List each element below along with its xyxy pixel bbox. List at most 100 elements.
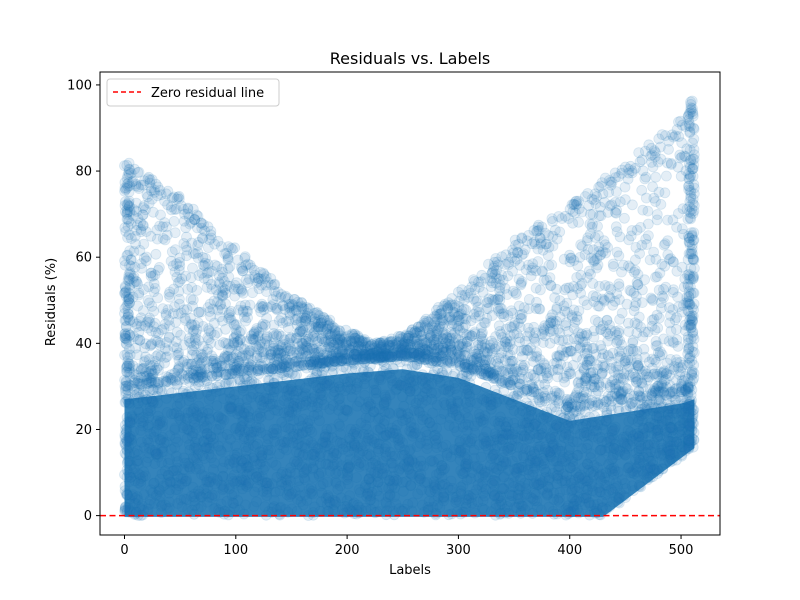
scatter-point <box>150 248 162 260</box>
scatter-point <box>642 474 654 486</box>
scatter-point <box>542 372 554 384</box>
scatter-point <box>574 401 586 413</box>
scatter-point <box>247 287 258 299</box>
scatter-point <box>271 504 283 516</box>
scatter-point <box>160 376 172 387</box>
scatter-point <box>668 284 679 296</box>
scatter-point <box>369 437 380 448</box>
scatter-point <box>203 393 215 405</box>
scatter-point <box>673 301 684 313</box>
scatter-point <box>483 393 495 405</box>
scatter-point <box>494 375 506 387</box>
scatter-point <box>650 387 661 399</box>
scatter-point <box>580 427 592 438</box>
scatter-point <box>306 373 318 385</box>
scatter-point <box>621 363 633 375</box>
scatter-point <box>641 473 653 484</box>
scatter-point <box>484 367 496 379</box>
scatter-point <box>554 492 565 504</box>
scatter-point <box>181 250 193 262</box>
scatter-point <box>240 499 251 511</box>
scatter-point <box>342 471 354 483</box>
scatter-point <box>419 377 431 389</box>
scatter-point <box>514 378 526 390</box>
scatter-point <box>643 230 654 242</box>
scatter-point <box>313 310 325 322</box>
scatter-point <box>502 270 514 282</box>
scatter-point <box>281 390 293 402</box>
scatter-point <box>431 352 443 364</box>
scatter-point <box>599 280 611 291</box>
scatter-point <box>515 279 527 291</box>
scatter-point <box>149 282 161 294</box>
scatter-point <box>586 400 598 412</box>
scatter-point <box>516 373 528 385</box>
scatter-point <box>664 448 676 460</box>
scatter-point <box>444 356 456 368</box>
scatter-point <box>492 358 504 369</box>
scatter-point <box>569 392 580 404</box>
scatter-point <box>583 496 595 508</box>
scatter-point <box>661 390 672 401</box>
scatter-point <box>544 446 555 458</box>
scatter-point <box>137 219 149 231</box>
scatter-point <box>649 402 661 413</box>
scatter-point <box>643 371 655 383</box>
scatter-point <box>191 284 203 296</box>
scatter-point <box>636 184 648 196</box>
scatter-point <box>664 421 676 433</box>
scatter-point <box>613 346 625 358</box>
scatter-point <box>567 460 579 472</box>
scatter-point <box>421 443 433 454</box>
scatter-point <box>201 496 213 508</box>
scatter-point <box>619 194 631 206</box>
scatter-point <box>335 355 347 367</box>
scatter-point <box>406 324 418 335</box>
scatter-point <box>280 480 292 492</box>
scatter-point <box>209 259 221 271</box>
scatter-point <box>283 485 295 497</box>
scatter-point <box>582 439 594 450</box>
scatter-point <box>207 433 219 445</box>
scatter-point <box>662 406 674 418</box>
scatter-point <box>166 408 177 420</box>
scatter-point <box>480 381 492 393</box>
scatter-point <box>241 454 253 466</box>
scatter-point <box>437 327 449 338</box>
scatter-point <box>142 452 154 464</box>
scatter-point <box>169 227 181 239</box>
scatter-point <box>287 431 299 442</box>
scatter-point <box>328 389 340 401</box>
scatter-point <box>572 449 584 461</box>
scatter-point <box>142 407 154 419</box>
scatter-point <box>299 474 311 486</box>
scatter-point <box>563 429 575 441</box>
scatter-point <box>162 304 174 316</box>
scatter-point <box>403 463 415 475</box>
scatter-point <box>581 272 593 283</box>
scatter-point <box>320 492 332 504</box>
scatter-point <box>587 343 598 354</box>
scatter-point <box>488 475 500 486</box>
scatter-point <box>283 359 295 371</box>
scatter-point <box>145 267 157 279</box>
scatter-point <box>517 450 529 462</box>
scatter-point <box>180 241 192 253</box>
scatter-point <box>144 494 156 506</box>
scatter-point <box>588 499 600 511</box>
scatter-point <box>532 256 544 267</box>
scatter-point <box>512 441 524 453</box>
scatter-point <box>378 347 389 359</box>
scatter-point <box>462 419 474 431</box>
scatter-point <box>126 437 137 449</box>
scatter-point <box>659 187 671 199</box>
scatter-point <box>352 330 364 342</box>
scatter-point <box>384 408 396 420</box>
scatter-point <box>635 391 647 402</box>
scatter-point <box>170 484 182 496</box>
scatter-point <box>667 385 679 397</box>
scatter-point <box>667 304 679 316</box>
scatter-point <box>459 451 471 463</box>
scatter-point <box>666 390 677 402</box>
scatter-point <box>181 244 193 256</box>
